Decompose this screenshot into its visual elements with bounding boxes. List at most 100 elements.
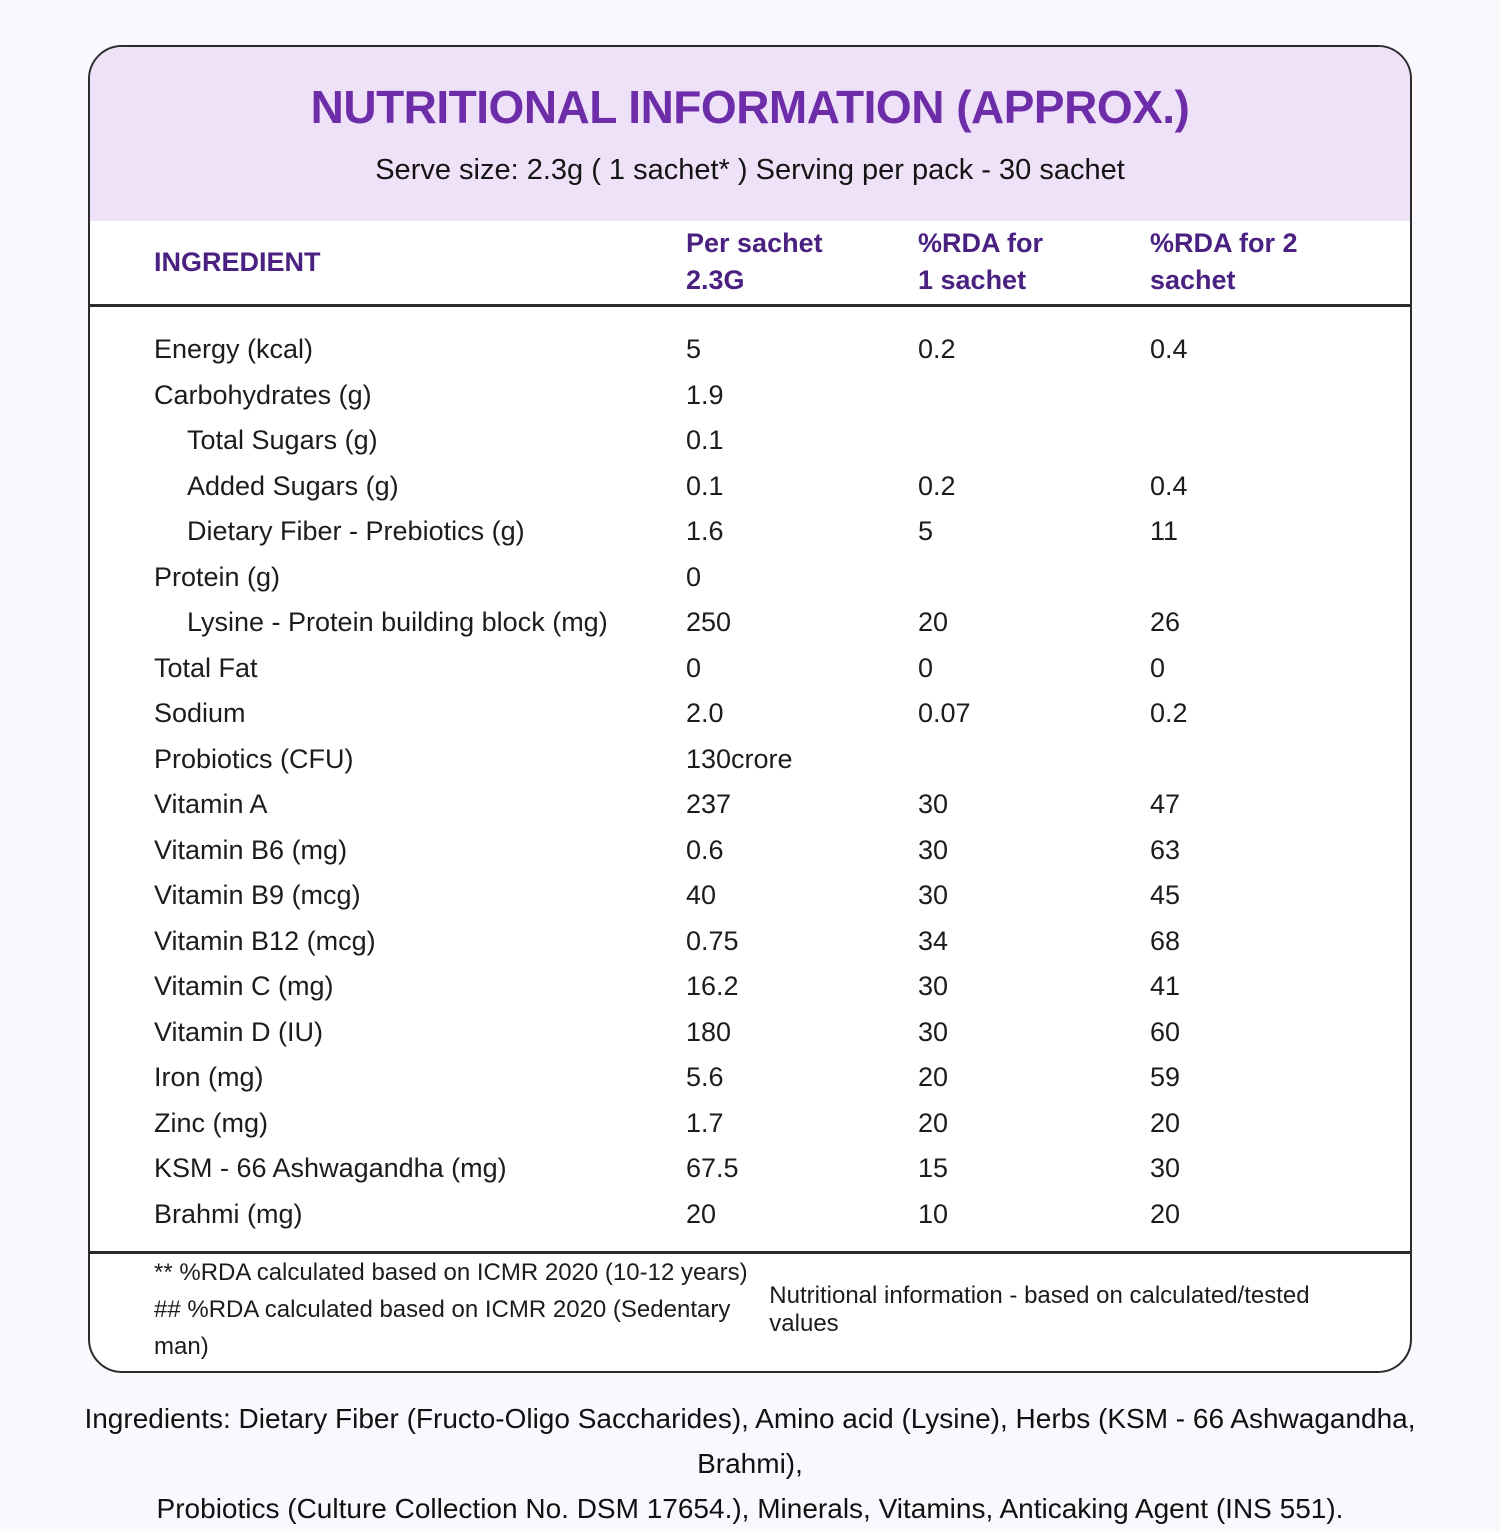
ingredient-name: Vitamin B9 (mcg): [154, 880, 361, 911]
ingredient-name: KSM - 66 Ashwagandha (mg): [154, 1153, 507, 1184]
rda2-value: 59: [1150, 1062, 1181, 1093]
ingredient-name: Total Fat: [154, 652, 258, 683]
table-row: Vitamin C (mg) 16.2 30 41: [90, 964, 1410, 1010]
per-sachet-value: 0: [686, 652, 702, 683]
rda1-value: 30: [918, 880, 949, 911]
column-header-text: sachet: [1150, 265, 1236, 296]
rda1-value: 0: [918, 652, 934, 683]
ingredient-name: Zinc (mg): [154, 1107, 268, 1138]
rda1-value: 30: [918, 789, 949, 820]
table-row: Sodium 2.0 0.07 0.2: [90, 691, 1410, 737]
ingredient-name: Vitamin C (mg): [154, 971, 334, 1002]
values-basis-note: Nutritional information - based on calcu…: [769, 1281, 1310, 1337]
column-header-text: %RDA for: [918, 228, 1043, 259]
table-row: Vitamin B9 (mcg) 40 30 45: [90, 873, 1410, 919]
rda2-value: 30: [1150, 1153, 1181, 1184]
per-sachet-value: 67.5: [686, 1153, 739, 1184]
ingredient-name: Sodium: [154, 698, 246, 729]
column-header-text: Per sachet: [686, 228, 823, 259]
card-footer: ** %RDA calculated based on ICMR 2020 (1…: [90, 1254, 1410, 1371]
table-row: Added Sugars (g) 0.1 0.2 0.4: [90, 464, 1410, 510]
per-sachet-value: 0.6: [686, 834, 724, 865]
table-row: Vitamin D (IU) 180 30 60: [90, 1010, 1410, 1056]
ingredient-name: Dietary Fiber - Prebiotics (g): [187, 516, 525, 547]
ingredient-name: Lysine - Protein building block (mg): [187, 607, 608, 638]
ingredient-name: Total Sugars (g): [187, 425, 378, 456]
rda1-value: 30: [918, 834, 949, 865]
per-sachet-value: 0.1: [686, 470, 724, 501]
column-header-text: 1 sachet: [918, 265, 1027, 296]
rda1-value: 34: [918, 925, 949, 956]
table-row: Lysine - Protein building block (mg) 250…: [90, 600, 1410, 646]
rda2-value: 0.4: [1150, 334, 1188, 365]
rda1-value: 0.2: [918, 470, 956, 501]
rda2-value: 0: [1150, 652, 1166, 683]
column-header-text: 2.3G: [686, 265, 745, 296]
per-sachet-value: 2.0: [686, 698, 724, 729]
table-row: Vitamin A 237 30 47: [90, 782, 1410, 828]
rda2-value: 20: [1150, 1107, 1181, 1138]
per-sachet-value: 250: [686, 607, 732, 638]
ingredient-name: Vitamin B6 (mg): [154, 834, 348, 865]
rda2-value: 45: [1150, 880, 1181, 911]
rda2-value: 41: [1150, 971, 1181, 1002]
ingredient-name: Carbohydrates (g): [154, 379, 372, 410]
serving-info: Serve size: 2.3g ( 1 sachet* ) Serving p…: [375, 154, 1125, 187]
rda2-value: 20: [1150, 1198, 1181, 1229]
rda1-value: 5: [918, 516, 934, 547]
rda2-value: 11: [1150, 516, 1179, 547]
per-sachet-value: 180: [686, 1016, 732, 1047]
rda2-value: 26: [1150, 607, 1181, 638]
per-sachet-value: 1.6: [686, 516, 724, 547]
ingredient-name: Added Sugars (g): [187, 470, 399, 501]
column-header-per-sachet: Per sachet 2.3G: [686, 225, 918, 299]
rda2-value: 63: [1150, 834, 1181, 865]
table-row: Total Sugars (g) 0.1: [90, 418, 1410, 464]
nutrition-label-page: { "colors": { "page_bg": "#FAF7FD", "ban…: [84, 45, 1416, 1524]
ingredient-name: Iron (mg): [154, 1062, 264, 1093]
table-row: KSM - 66 Ashwagandha (mg) 67.5 15 30: [90, 1146, 1410, 1192]
table-row: Protein (g) 0: [90, 555, 1410, 601]
rda2-value: 0.2: [1150, 698, 1188, 729]
per-sachet-value: 40: [686, 880, 717, 911]
ingredient-name: Energy (kcal): [154, 334, 314, 365]
rda1-value: 30: [918, 971, 949, 1002]
ingredient-name: Vitamin A: [154, 789, 268, 820]
column-header-ingredient: INGREDIENT: [90, 244, 686, 281]
table-row: Vitamin B6 (mg) 0.6 30 63: [90, 828, 1410, 874]
table-row: Zinc (mg) 1.7 20 20: [90, 1101, 1410, 1147]
rda1-value: 20: [918, 607, 949, 638]
ingredient-name: Probiotics (CFU): [154, 743, 354, 774]
rda1-value: 0.07: [918, 698, 971, 729]
ingredient-name: Vitamin B12 (mcg): [154, 925, 376, 956]
rda2-value: 47: [1150, 789, 1181, 820]
ingredient-name: Protein (g): [154, 561, 281, 592]
table-row: Dietary Fiber - Prebiotics (g) 1.6 5 11: [90, 509, 1410, 555]
rda-footnote-2: ## %RDA calculated based on ICMR 2020 (S…: [154, 1296, 731, 1360]
per-sachet-value: 0.75: [686, 925, 739, 956]
column-header-rda-1-sachet: %RDA for 1 sachet: [918, 225, 1150, 299]
column-header-text: %RDA for 2: [1150, 228, 1298, 259]
per-sachet-value: 130crore: [686, 743, 793, 774]
column-header-text: INGREDIENT: [154, 246, 321, 277]
column-header-rda-2-sachet: %RDA for 2 sachet: [1150, 225, 1410, 299]
rda-footnotes: ** %RDA calculated based on ICMR 2020 (1…: [154, 1254, 769, 1365]
ingredients-line-2: Probiotics (Culture Collection No. DSM 1…: [156, 1493, 1344, 1524]
rda2-value: 68: [1150, 925, 1181, 956]
rda1-value: 10: [918, 1198, 949, 1229]
per-sachet-value: 0: [686, 561, 702, 592]
table-row: Energy (kcal) 5 0.2 0.4: [90, 327, 1410, 373]
per-sachet-value: 1.7: [686, 1107, 724, 1138]
rda-footnote-1: ** %RDA calculated based on ICMR 2020 (1…: [154, 1259, 748, 1286]
table-row: Probiotics (CFU) 130crore: [90, 737, 1410, 783]
rda1-value: 0.2: [918, 334, 956, 365]
rda1-value: 15: [918, 1153, 949, 1184]
per-sachet-value: 237: [686, 789, 732, 820]
per-sachet-value: 20: [686, 1198, 717, 1229]
table-row: Vitamin B12 (mcg) 0.75 34 68: [90, 919, 1410, 965]
table-header-row: INGREDIENT Per sachet 2.3G %RDA for 1 sa…: [90, 221, 1410, 304]
per-sachet-value: 5: [686, 334, 702, 365]
footer-divider: [90, 1251, 1410, 1254]
rda1-value: 20: [918, 1107, 949, 1138]
rda1-value: 30: [918, 1016, 949, 1047]
